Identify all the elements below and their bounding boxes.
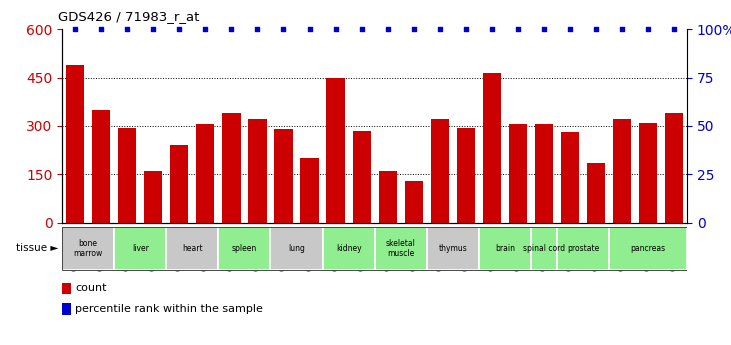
Bar — [222, 113, 240, 223]
Text: spinal cord: spinal cord — [523, 244, 565, 253]
Bar — [118, 128, 137, 223]
Bar — [609, 227, 687, 270]
Point — [460, 27, 471, 32]
Text: percentile rank within the sample: percentile rank within the sample — [75, 304, 263, 314]
Point — [278, 27, 289, 32]
Text: GDS426 / 71983_r_at: GDS426 / 71983_r_at — [58, 10, 200, 23]
Point — [121, 27, 133, 32]
Bar — [431, 119, 449, 223]
Bar — [167, 227, 219, 270]
Bar — [196, 124, 214, 223]
Bar — [561, 132, 579, 223]
Point — [668, 27, 680, 32]
Bar — [639, 123, 657, 223]
Point — [173, 27, 185, 32]
Bar — [114, 227, 167, 270]
Bar — [379, 171, 397, 223]
Bar — [322, 227, 374, 270]
Point — [538, 27, 550, 32]
Bar — [219, 227, 270, 270]
Point — [616, 27, 628, 32]
Point — [486, 27, 498, 32]
Bar — [374, 227, 427, 270]
Text: skeletal
muscle: skeletal muscle — [386, 239, 416, 258]
Text: count: count — [75, 284, 107, 294]
Point — [303, 27, 315, 32]
Bar — [665, 113, 683, 223]
Point — [356, 27, 368, 32]
Bar — [66, 65, 84, 223]
Text: kidney: kidney — [336, 244, 361, 253]
Bar — [300, 158, 319, 223]
Bar — [404, 181, 423, 223]
Bar — [427, 227, 479, 270]
Text: brain: brain — [495, 244, 515, 253]
Bar — [457, 128, 475, 223]
Point — [200, 27, 211, 32]
Text: tissue ►: tissue ► — [16, 244, 58, 253]
Point — [408, 27, 420, 32]
Bar — [62, 227, 114, 270]
Point — [251, 27, 263, 32]
Bar — [535, 124, 553, 223]
Bar — [613, 119, 631, 223]
Bar — [62, 283, 72, 294]
Bar — [62, 303, 72, 315]
Bar — [270, 227, 322, 270]
Bar — [587, 163, 605, 223]
Text: thymus: thymus — [439, 244, 467, 253]
Bar — [479, 227, 531, 270]
Point — [512, 27, 523, 32]
Point — [95, 27, 107, 32]
Point — [69, 27, 81, 32]
Point — [643, 27, 654, 32]
Text: spleen: spleen — [232, 244, 257, 253]
Text: lung: lung — [288, 244, 305, 253]
Bar — [509, 124, 527, 223]
Bar — [92, 110, 110, 223]
Point — [148, 27, 159, 32]
Text: pancreas: pancreas — [631, 244, 666, 253]
Text: heart: heart — [182, 244, 202, 253]
Bar — [557, 227, 609, 270]
Bar — [274, 129, 292, 223]
Text: prostate: prostate — [567, 244, 599, 253]
Bar — [170, 145, 189, 223]
Point — [382, 27, 393, 32]
Point — [226, 27, 238, 32]
Bar — [249, 119, 267, 223]
Bar — [482, 73, 501, 223]
Point — [590, 27, 602, 32]
Point — [330, 27, 341, 32]
Bar — [352, 131, 371, 223]
Text: bone
marrow: bone marrow — [74, 239, 103, 258]
Text: liver: liver — [132, 244, 148, 253]
Point — [434, 27, 446, 32]
Point — [564, 27, 576, 32]
Bar — [531, 227, 557, 270]
Bar — [144, 171, 162, 223]
Bar — [327, 78, 345, 223]
